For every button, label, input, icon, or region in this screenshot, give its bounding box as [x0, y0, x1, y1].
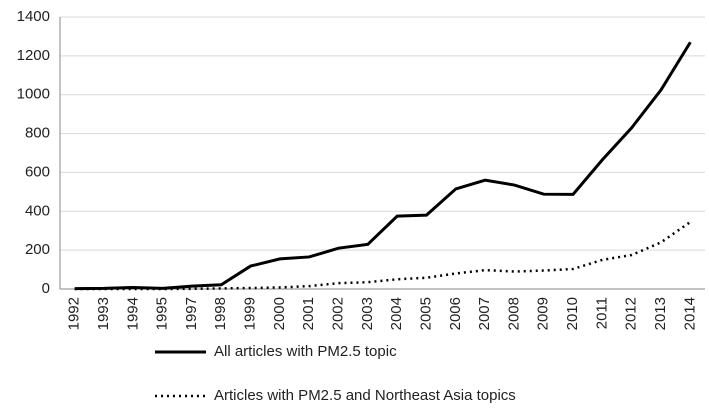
x-tick-label: 2010	[564, 297, 581, 330]
x-tick-label: 1999	[242, 297, 259, 330]
y-tick-label: 400	[25, 202, 50, 219]
y-tick-label: 600	[25, 163, 50, 180]
x-tick-label: 2007	[476, 297, 493, 330]
x-tick-label: 2011	[593, 297, 610, 329]
x-tick-label: 2003	[359, 297, 376, 330]
x-tick-label: 2002	[329, 297, 346, 330]
x-tick-label: 2006	[447, 297, 464, 330]
x-tick-label: 2012	[623, 297, 640, 330]
x-tick-label: 1993	[95, 297, 112, 330]
y-tick-label: 800	[25, 125, 50, 142]
y-tick-label: 1200	[17, 47, 50, 64]
x-tick-label: 1994	[124, 297, 141, 330]
y-tick-label: 1400	[17, 8, 50, 25]
y-tick-label: 200	[25, 241, 50, 258]
x-tick-label: 2008	[505, 297, 522, 330]
x-tick-label: 2000	[271, 297, 288, 330]
x-tick-label: 2009	[535, 297, 552, 330]
y-tick-label: 1000	[17, 86, 50, 103]
x-tick-label: 1995	[154, 297, 171, 330]
legend-label: Articles with PM2.5 and Northeast Asia t…	[214, 387, 516, 404]
x-tick-label: 2013	[652, 297, 669, 330]
x-tick-label: 2005	[417, 297, 434, 330]
x-tick-label: 2014	[681, 297, 698, 330]
series-line	[74, 220, 692, 291]
x-tick-label: 1998	[212, 297, 229, 330]
x-tick-label: 1997	[183, 297, 200, 330]
legend-label: All articles with PM2.5 topic	[214, 343, 397, 360]
x-tick-label: 2004	[388, 297, 405, 330]
x-tick-label: 1992	[66, 297, 83, 330]
series-line	[74, 41, 692, 291]
x-tick-label: 2001	[300, 297, 317, 330]
y-tick-label: 0	[42, 280, 50, 297]
